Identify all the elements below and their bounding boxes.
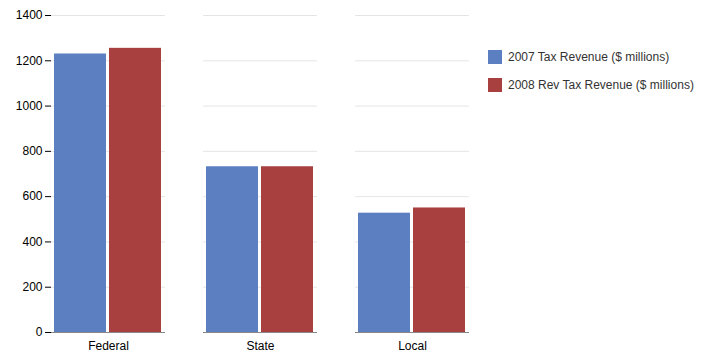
svg-text:1400: 1400 (16, 8, 43, 22)
html-text:2007 Tax Revenue ($ millions): 2007 Tax Revenue ($ millions) (508, 50, 670, 64)
html-text:2008 Rev Tax Revenue ($ millio: 2008 Rev Tax Revenue ($ millions) (508, 78, 694, 92)
svg-text:200: 200 (22, 280, 42, 294)
svg-text:Federal: Federal (88, 339, 129, 353)
svg-text:Local: Local (398, 339, 427, 353)
svg-text:1200: 1200 (16, 54, 43, 68)
svg-text:600: 600 (22, 189, 42, 203)
svg-text:0: 0 (36, 325, 43, 339)
svg-text:1000: 1000 (16, 99, 43, 113)
svg-text:State: State (246, 339, 274, 353)
svg-text:400: 400 (22, 235, 42, 249)
svg-text:800: 800 (22, 144, 42, 158)
